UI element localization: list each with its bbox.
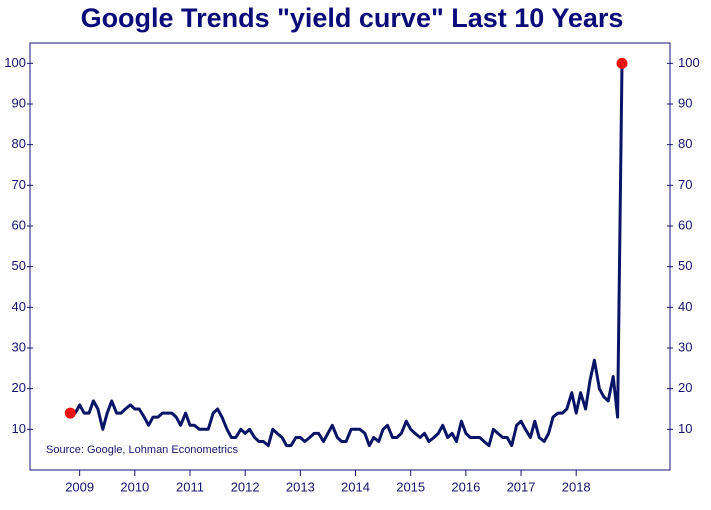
y2-tick-label: 80 xyxy=(678,136,692,151)
y2-tick-label: 50 xyxy=(678,258,692,273)
x-tick-label: 2012 xyxy=(231,479,260,494)
x-tick-label: 2017 xyxy=(507,479,536,494)
y2-tick-label: 70 xyxy=(678,177,692,192)
x-tick-label: 2010 xyxy=(120,479,149,494)
y2-tick-label: 30 xyxy=(678,339,692,354)
source-note: Source: Google, Lohman Econometrics xyxy=(46,444,238,456)
y2-tick-label: 20 xyxy=(678,380,692,395)
plot-frame xyxy=(29,42,671,471)
highlight-point xyxy=(616,57,628,69)
y-tick-label: 90 xyxy=(12,95,26,110)
y2-tick-label: 10 xyxy=(678,421,692,436)
chart-title: Google Trends "yield curve" Last 10 Year… xyxy=(81,3,624,33)
y-tick-label: 30 xyxy=(12,339,26,354)
y2-tick-label: 40 xyxy=(678,299,692,314)
x-tick-label: 2016 xyxy=(451,479,480,494)
x-tick-label: 2014 xyxy=(341,479,370,494)
x-tick-label: 2015 xyxy=(396,479,425,494)
y-tick-label: 20 xyxy=(12,380,26,395)
y-tick-label: 40 xyxy=(12,299,26,314)
y-tick-label: 50 xyxy=(12,258,26,273)
x-tick-label: 2009 xyxy=(65,479,94,494)
series-line xyxy=(70,63,624,448)
y-tick-label: 100 xyxy=(4,55,26,70)
y2-tick-label: 100 xyxy=(678,55,700,70)
y-tick-label: 80 xyxy=(12,136,26,151)
x-tick-label: 2011 xyxy=(176,479,204,494)
y-tick-label: 60 xyxy=(12,217,26,232)
highlight-point xyxy=(64,407,76,419)
x-tick-label: 2013 xyxy=(286,479,315,494)
y2-tick-label: 60 xyxy=(678,217,692,232)
y-tick-label: 10 xyxy=(12,421,26,436)
y2-tick-label: 90 xyxy=(678,95,692,110)
x-tick-label: 2018 xyxy=(562,479,591,494)
y-tick-label: 70 xyxy=(12,177,26,192)
